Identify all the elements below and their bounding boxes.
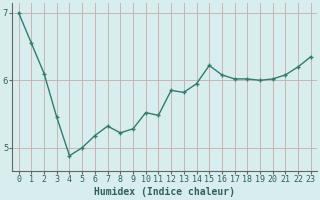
X-axis label: Humidex (Indice chaleur): Humidex (Indice chaleur) xyxy=(94,187,235,197)
